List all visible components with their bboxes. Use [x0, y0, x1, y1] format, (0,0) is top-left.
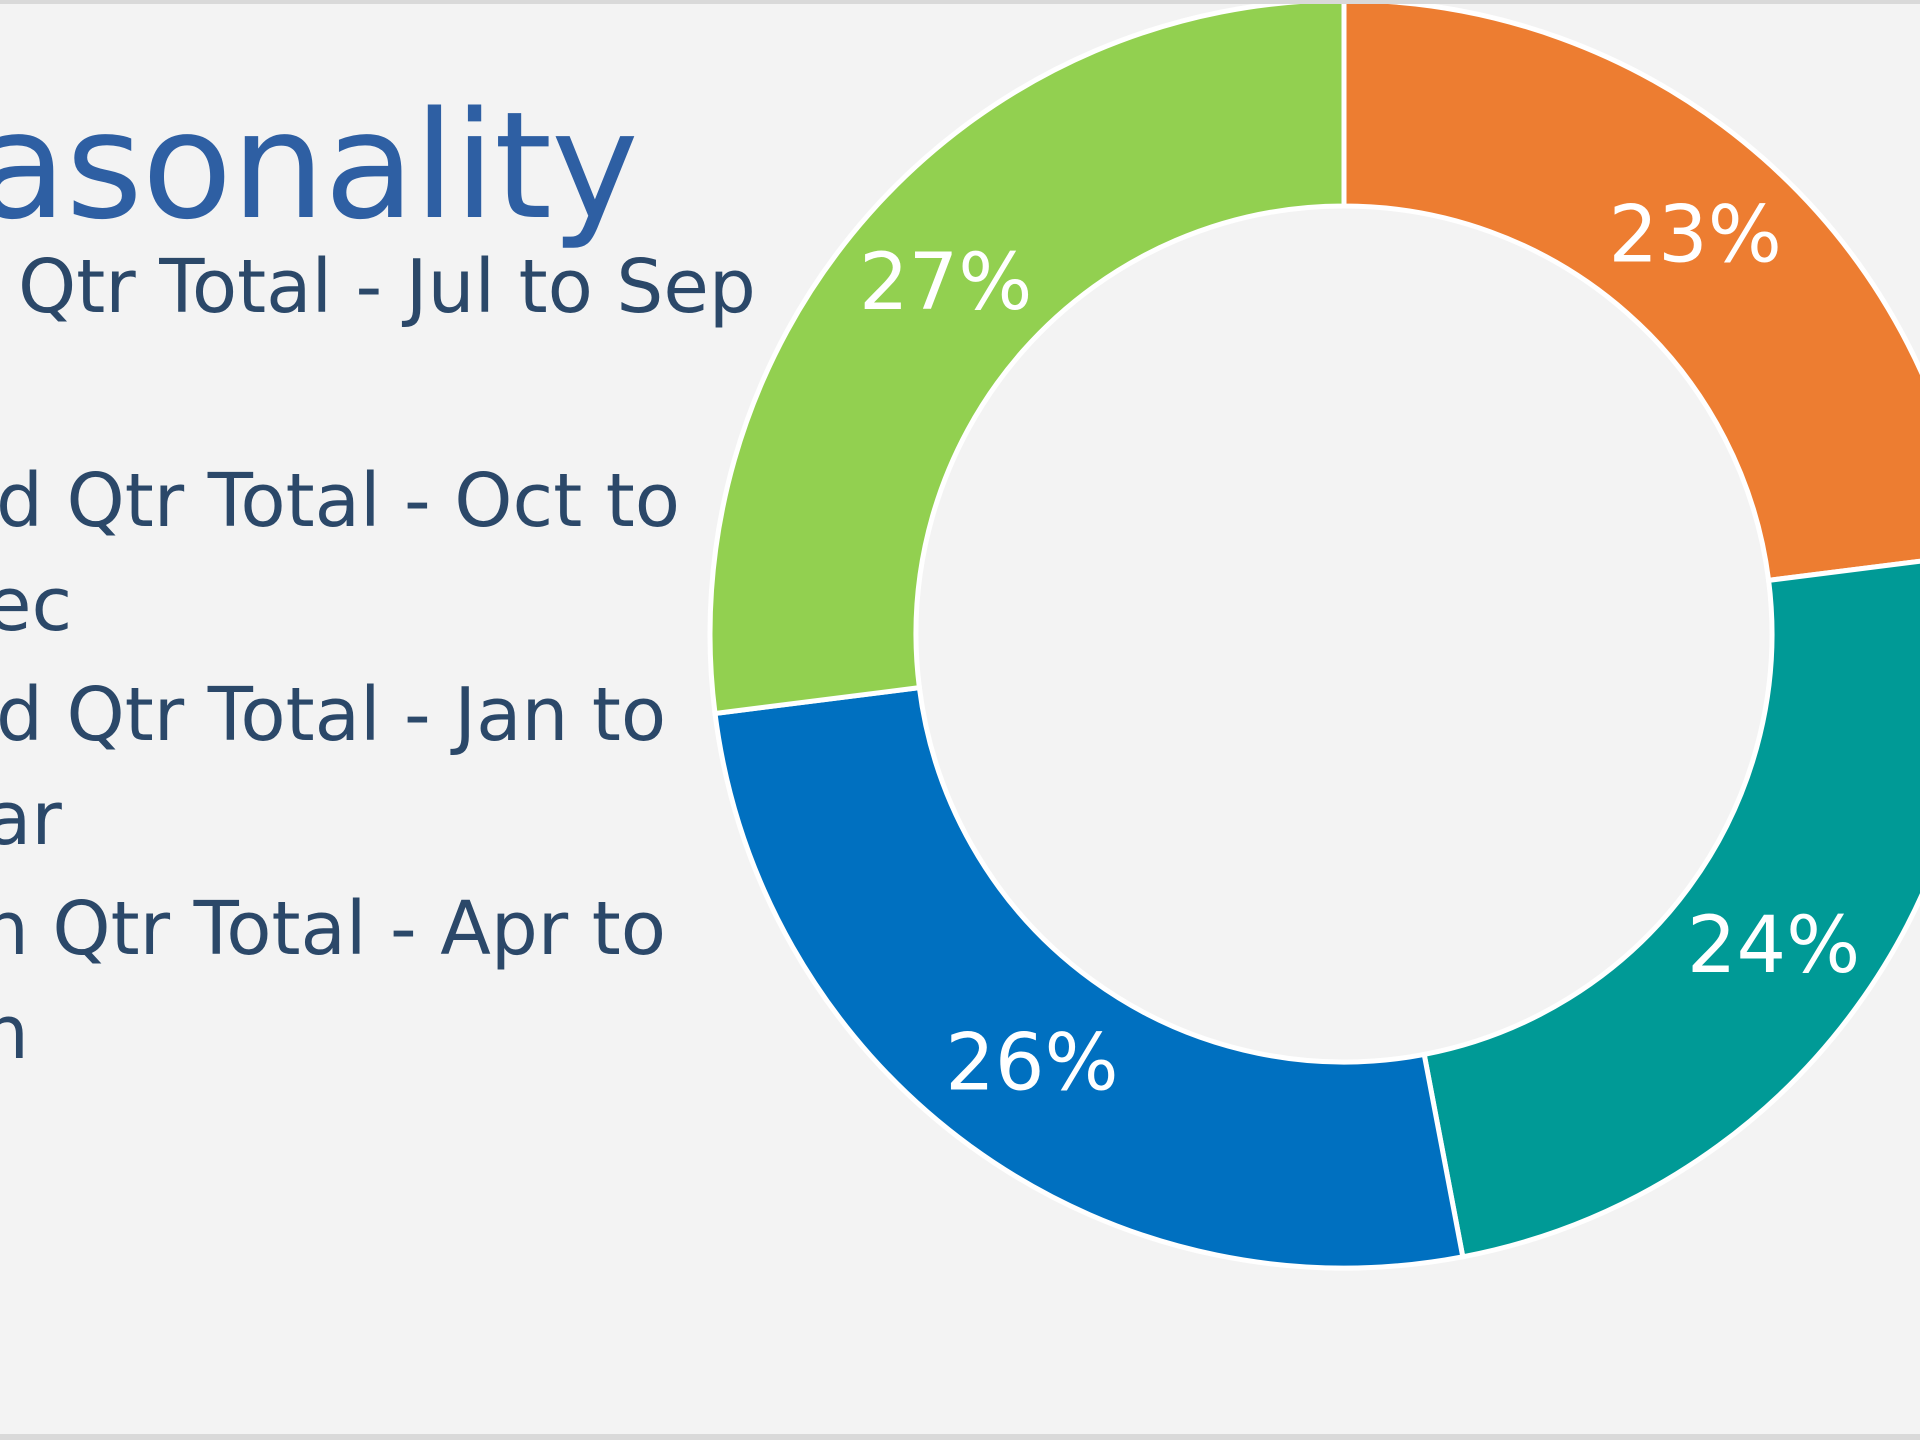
slice-3 — [712, 684, 1466, 1271]
slice-4 — [707, 4, 1347, 717]
legend-item-q1: Qtr Total - Jul to Sep — [18, 244, 756, 330]
legend: Qtr Total - Jul to Sep d Qtr Total - Oct… — [0, 4, 756, 1304]
legend-item-q3-continuation: ar — [0, 776, 62, 862]
slide: asonality Qtr Total - Jul to Sep d Qtr T… — [0, 4, 1920, 1434]
legend-item-q4-continuation: n — [0, 990, 29, 1076]
legend-item-q4: n Qtr Total - Apr to — [0, 886, 667, 972]
doughnut-chart: 23% 24% 26% 27% — [707, 4, 1920, 1271]
chart-title: asonality — [0, 80, 639, 252]
legend-item-q3: d Qtr Total - Jan to — [0, 672, 667, 758]
legend-item-q2-continuation: ec — [0, 562, 73, 648]
data-label-slice-2: 24% — [1687, 901, 1860, 991]
legend-item-q2: d Qtr Total - Oct to — [0, 458, 681, 544]
slice-1 — [1341, 4, 1920, 584]
data-label-slice-4: 27% — [859, 238, 1032, 328]
slice-2 — [1421, 558, 1920, 1260]
data-label-slice-1: 23% — [1608, 191, 1781, 281]
data-label-slice-3: 26% — [945, 1019, 1118, 1109]
